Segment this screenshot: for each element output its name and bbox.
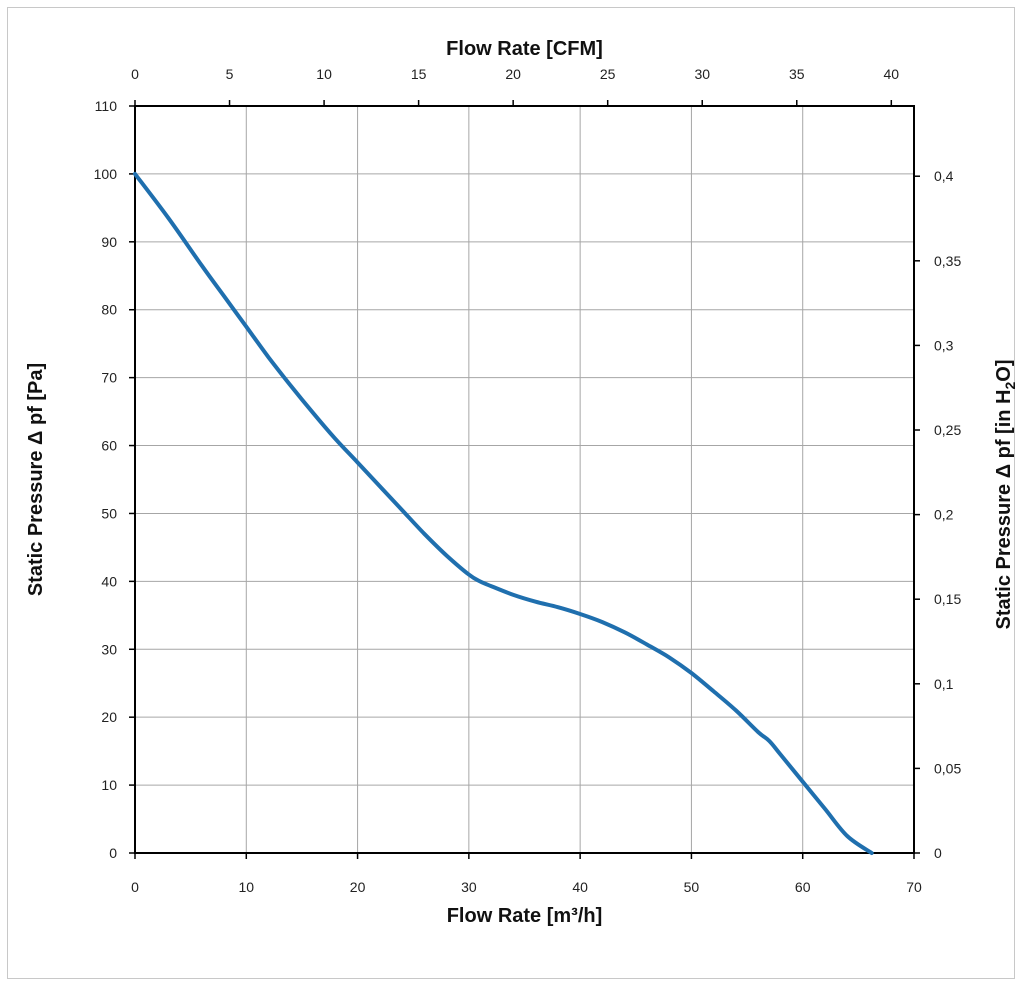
right-tick-label: 0,15 (934, 591, 961, 607)
bottom-tick-label: 40 (572, 879, 588, 895)
series-line (133, 171, 874, 855)
grid (134, 105, 915, 854)
top-tick-label: 10 (316, 66, 332, 82)
bottom-tick-label: 70 (906, 879, 922, 895)
bottom-tick-label: 0 (131, 879, 139, 895)
left-tick-label: 40 (101, 573, 117, 589)
right-tick-label: 0,3 (934, 337, 954, 353)
right-tick-label: 0,2 (934, 507, 954, 523)
bottom-tick-label: 50 (684, 879, 700, 895)
ticks: 0 10 20 30 40 50 60 70 0 5 10 15 20 25 30 35 40 0 10 20 30 40… (94, 66, 962, 895)
top-tick-label: 5 (226, 66, 234, 82)
left-tick-label: 50 (101, 505, 117, 521)
top-tick-label: 30 (694, 66, 710, 82)
bottom-tick-label: 20 (350, 879, 366, 895)
right-axis-title: Static Pressure Δ pf [in H2O] (993, 359, 1018, 629)
left-tick-label: 60 (101, 438, 117, 454)
series (133, 171, 874, 855)
top-axis-title: Flow Rate [CFM] (446, 38, 603, 60)
left-tick-label: 30 (101, 641, 117, 657)
top-tick-label: 0 (131, 66, 139, 82)
top-tick-label: 15 (411, 66, 427, 82)
left-tick-label: 100 (94, 166, 118, 182)
right-axis-title-subscript: 2 (1002, 382, 1018, 390)
bottom-tick-label: 60 (795, 879, 811, 895)
left-tick-label: 0 (109, 845, 117, 861)
left-tick-label: 20 (101, 709, 117, 725)
plot-area (134, 105, 915, 854)
left-tick-label: 10 (101, 777, 117, 793)
right-tick-label: 0,35 (934, 253, 961, 269)
left-tick-label: 110 (95, 98, 118, 114)
bottom-tick-label: 10 (238, 879, 254, 895)
right-axis-title-end: O] (993, 359, 1015, 381)
bottom-axis-title: Flow Rate [m³/h] (447, 905, 603, 927)
left-tick-label: 90 (101, 234, 117, 250)
bottom-tick-label: 30 (461, 879, 477, 895)
top-tick-label: 25 (600, 66, 616, 82)
right-tick-label: 0,4 (934, 168, 954, 184)
left-tick-label: 80 (101, 302, 117, 318)
top-tick-label: 40 (884, 66, 900, 82)
right-tick-label: 0 (934, 845, 942, 861)
right-tick-label: 0,1 (934, 676, 954, 692)
chart-frame (7, 7, 1015, 979)
right-axis-title-main: Static Pressure Δ pf [in H (993, 390, 1015, 630)
left-tick-label: 70 (101, 370, 117, 386)
right-tick-label: 0,25 (934, 422, 961, 438)
left-axis-title: Static Pressure Δ pf [Pa] (25, 363, 47, 596)
top-tick-label: 20 (505, 66, 521, 82)
right-tick-label: 0,05 (934, 760, 961, 776)
top-tick-label: 35 (789, 66, 805, 82)
